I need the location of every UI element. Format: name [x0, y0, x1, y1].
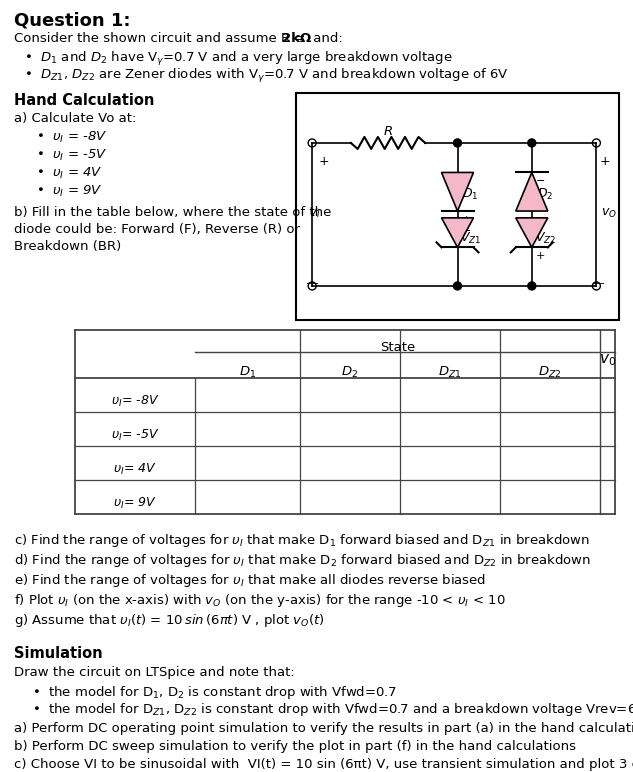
Text: a) Perform DC operating point simulation to verify the results in part (a) in th: a) Perform DC operating point simulation… [14, 722, 633, 735]
Text: •  $\upsilon_I$ = -5V: • $\upsilon_I$ = -5V [36, 148, 108, 163]
Text: +: + [318, 155, 329, 168]
Text: Simulation: Simulation [14, 646, 103, 661]
Polygon shape [516, 218, 548, 247]
Text: d) Find the range of voltages for $\upsilon_I$ that make D$_2$ forward biased an: d) Find the range of voltages for $\upsi… [14, 552, 591, 569]
Text: +: + [536, 252, 545, 262]
Text: $D_1$: $D_1$ [463, 187, 479, 201]
Text: •  the model for D$_{Z1}$, D$_{Z2}$ is constant drop with Vfwd=0.7 and a breakdo: • the model for D$_{Z1}$, D$_{Z2}$ is co… [32, 701, 633, 718]
Text: Draw the circuit on LTSpice and note that:: Draw the circuit on LTSpice and note tha… [14, 666, 295, 679]
Text: $v_I$: $v_I$ [309, 206, 321, 219]
Text: f) Plot $\upsilon_I$ (on the x-axis) with $v_O$ (on the y-axis) for the range -1: f) Plot $\upsilon_I$ (on the x-axis) wit… [14, 592, 506, 609]
Text: $V_{Z1}$: $V_{Z1}$ [460, 231, 482, 245]
Text: a) Calculate Vo at:: a) Calculate Vo at: [14, 112, 136, 125]
Text: −: − [536, 177, 545, 187]
Text: •  $D_1$ and $D_2$ have V$_\gamma$=0.7 V and a very large breakdown voltage: • $D_1$ and $D_2$ have V$_\gamma$=0.7 V … [24, 50, 453, 68]
Text: •  $\upsilon_I$ = -8V: • $\upsilon_I$ = -8V [36, 130, 108, 145]
Text: •  $\upsilon_I$ = 9V: • $\upsilon_I$ = 9V [36, 184, 103, 199]
Circle shape [528, 139, 536, 147]
Text: c) Find the range of voltages for $\upsilon_I$ that make D$_1$ forward biased an: c) Find the range of voltages for $\upsi… [14, 532, 590, 549]
Text: e) Find the range of voltages for $\upsilon_I$ that make all diodes reverse bias: e) Find the range of voltages for $\upsi… [14, 572, 486, 589]
Text: Question 1:: Question 1: [14, 12, 130, 30]
Text: $D_{Z1}$: $D_{Z1}$ [438, 365, 462, 380]
Text: $v_O$: $v_O$ [601, 206, 617, 219]
Text: −: − [461, 226, 471, 236]
Text: Hand Calculation: Hand Calculation [14, 93, 154, 108]
Bar [296, 93, 619, 320]
Text: $v_0$: $v_0$ [599, 352, 616, 367]
Polygon shape [441, 172, 473, 211]
Text: •  the model for D$_1$, D$_2$ is constant drop with Vfwd=0.7: • the model for D$_1$, D$_2$ is constant… [32, 684, 396, 701]
Text: and:: and: [309, 32, 342, 45]
Text: c) Choose VI to be sinusoidal with  VI(t) = 10 sin (6πt) V, use transient simula: c) Choose VI to be sinusoidal with VI(t)… [14, 758, 633, 772]
Text: +: + [599, 155, 610, 168]
Text: ―: ― [593, 278, 605, 288]
Text: $\upsilon_I$= -5V: $\upsilon_I$= -5V [111, 428, 159, 442]
Text: $R$: $R$ [383, 125, 393, 138]
Text: $\upsilon_I$= -8V: $\upsilon_I$= -8V [111, 394, 159, 408]
Text: $\upsilon_I$= 4V: $\upsilon_I$= 4V [113, 462, 157, 476]
Text: g) Assume that $\upsilon_I(t)$ = $\mathit{10\,sin\,(6\pi t)}$ V , plot $v_O(t)$: g) Assume that $\upsilon_I(t)$ = $\mathi… [14, 612, 325, 629]
Text: Consider the shown circuit and assume R =: Consider the shown circuit and assume R … [14, 32, 310, 45]
Text: 2kΩ: 2kΩ [282, 32, 311, 45]
Text: ―: ― [307, 278, 318, 288]
Text: $V_{Z2}$: $V_{Z2}$ [535, 231, 556, 245]
Text: $D_2$: $D_2$ [341, 365, 358, 380]
Text: b) Perform DC sweep simulation to verify the plot in part (f) in the hand calcul: b) Perform DC sweep simulation to verify… [14, 740, 576, 753]
Text: b) Fill in the table below, where the state of the
diode could be: Forward (F), : b) Fill in the table below, where the st… [14, 206, 331, 253]
Text: $D_2$: $D_2$ [537, 187, 553, 201]
Text: $D_1$: $D_1$ [239, 365, 256, 380]
Circle shape [453, 139, 461, 147]
Polygon shape [441, 218, 473, 247]
Text: $\upsilon_I$= 9V: $\upsilon_I$= 9V [113, 496, 157, 510]
Text: +: + [461, 215, 471, 225]
Text: State: State [380, 341, 415, 354]
Text: $D_{Z2}$: $D_{Z2}$ [538, 365, 561, 380]
Circle shape [453, 282, 461, 290]
Polygon shape [516, 172, 548, 211]
Circle shape [528, 282, 536, 290]
Text: •  $D_{Z1}$, $D_{Z2}$ are Zener diodes with V$_\gamma$=0.7 V and breakdown volta: • $D_{Z1}$, $D_{Z2}$ are Zener diodes wi… [24, 67, 509, 85]
Text: •  $\upsilon_I$ = 4V: • $\upsilon_I$ = 4V [36, 166, 103, 181]
